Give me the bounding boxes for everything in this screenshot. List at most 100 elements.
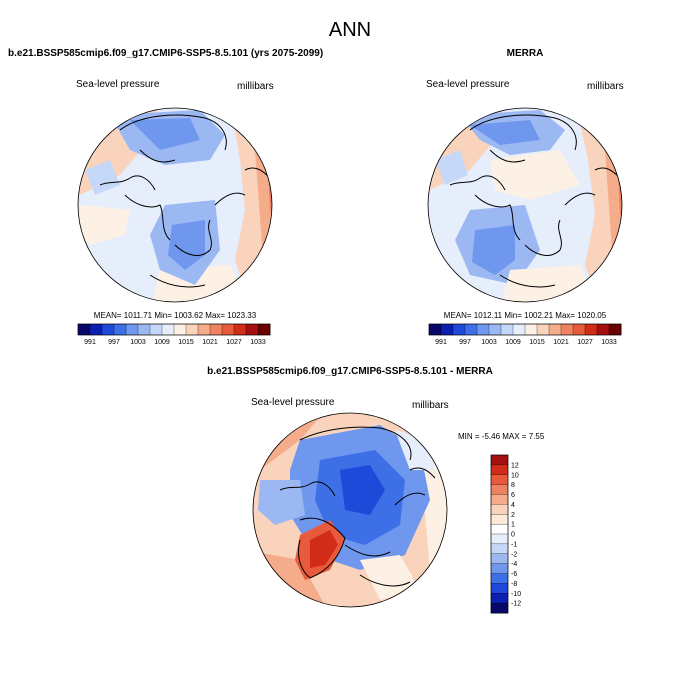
panel-diff-colorbar-swatch (490, 474, 509, 486)
panel-obs-colorbar-swatch (488, 323, 502, 336)
panel-model-stats: MEAN= 1011.71 Min= 1003.62 Max= 1023.33 (94, 311, 257, 320)
panel-diff-colorbar-swatch (490, 563, 509, 574)
panel-model-colorbar-tick-label: 1009 (154, 339, 170, 346)
panel-diff-variable-label: Sea-level pressure (251, 397, 335, 408)
panel-diff-units-label: millibars (412, 400, 449, 411)
panel-obs-colorbar-swatch (500, 323, 514, 336)
panel-diff-colorbar-tick-label: -12 (511, 601, 521, 608)
panel-diff-colorbar-tick-label: 8 (511, 482, 515, 489)
panel-obs-colorbar-swatch (536, 323, 550, 336)
panel-diff-colorbar-tick-label: -2 (511, 551, 517, 558)
panel-model-colorbar-tick-label: 1003 (130, 339, 146, 346)
panel-diff-title: b.e21.BSSP585cmip6.f09_g17.CMIP6-SSP5-8.… (207, 366, 493, 377)
panel-model-colorbar-swatch (125, 323, 139, 336)
panel-diff-colorbar-swatch (490, 543, 509, 555)
panel-obs-colorbar-ticks: 991 997 1003 1009 1015 1021 1027 1033 (435, 339, 617, 346)
panel-obs-colorbar: 991 997 1003 1009 1015 1021 1027 1033 (428, 323, 622, 346)
panel-obs-title: MERRA (507, 48, 544, 59)
panel-model-colorbar-swatches (77, 323, 271, 336)
panel-model-colorbar-tick-label: 1021 (202, 339, 218, 346)
panel-obs-colorbar-tick-label: 1003 (481, 339, 497, 346)
panel-diff-colorbar-tick-label: -8 (511, 581, 517, 588)
panel-obs-colorbar-swatch (608, 323, 622, 336)
panel-model-colorbar-swatch (137, 323, 151, 336)
panel-model-colorbar-swatch (77, 323, 91, 336)
panel-diff-colorbar-swatch (490, 484, 509, 495)
panel-obs-colorbar-swatch (524, 323, 538, 336)
panel-diff-colorbar-swatch (490, 533, 509, 545)
panel-obs-colorbar-swatch (464, 323, 478, 336)
panel-model-colorbar-swatch (257, 323, 271, 336)
panel-diff-colorbar-swatch (490, 494, 509, 505)
panel-model-colorbar-swatch (245, 323, 259, 336)
panel-diff-colorbar-swatch (490, 553, 509, 565)
panel-obs-colorbar-tick-label: 1021 (553, 339, 569, 346)
panel-model-title: b.e21.BSSP585cmip6.f09_g17.CMIP6-SSP5-8.… (8, 48, 323, 59)
panel-obs-colorbar-swatch (548, 323, 562, 336)
panel-obs-variable-label: Sea-level pressure (426, 79, 510, 90)
panel-diff-colorbar-swatch (490, 602, 509, 614)
panel-model-colorbar-swatch (173, 323, 187, 336)
panel-diff-colorbar-tick-label: 10 (511, 472, 519, 479)
panel-model-colorbar-swatch (149, 323, 163, 336)
panel-diff-colorbar-tick-label: 1 (511, 522, 515, 529)
panel-obs: MERRA Sea-level pressure millibars MEAN=… (426, 48, 624, 346)
panel-model-colorbar-swatch (209, 323, 223, 336)
panel-model-map (78, 108, 272, 302)
panel-diff-colorbar-swatch (490, 523, 509, 535)
panel-model-colorbar-swatch (221, 323, 235, 336)
panel-obs-colorbar-tick-label: 1027 (577, 339, 593, 346)
panel-obs-colorbar-swatch (584, 323, 598, 336)
panel-diff-colorbar-swatch (490, 514, 509, 525)
panel-model-colorbar-swatch (161, 323, 175, 336)
panel-obs-colorbar-tick-label: 991 (435, 339, 447, 346)
panel-model-colorbar-ticks: 991 997 1003 1009 1015 1021 1027 1033 (84, 339, 266, 346)
panel-obs-colorbar-tick-label: 1009 (505, 339, 521, 346)
panel-diff-colorbar-swatch (490, 593, 509, 604)
panel-diff-colorbar-swatches (490, 454, 509, 614)
panel-diff-colorbar-swatch (490, 454, 509, 466)
panel-obs-map (428, 108, 622, 302)
panel-model-colorbar-swatch (89, 323, 103, 336)
panel-model-colorbar-swatch (113, 323, 127, 336)
panel-diff-stats: MIN = -5.46 MAX = 7.55 (458, 432, 545, 441)
panel-diff-colorbar-tick-label: 4 (511, 502, 515, 509)
panel-obs-colorbar-swatches (428, 323, 622, 336)
panel-model-colorbar-tick-label: 991 (84, 339, 96, 346)
panel-model-colorbar-tick-label: 1015 (178, 339, 194, 346)
panel-obs-colorbar-swatch (572, 323, 586, 336)
panel-diff-colorbar-tick-label: 0 (511, 532, 515, 539)
panel-model-colorbar-tick-label: 1027 (226, 339, 242, 346)
panel-diff-colorbar-tick-label: 6 (511, 492, 515, 499)
panel-obs-colorbar-swatch (476, 323, 490, 336)
panel-diff-colorbar-swatch (490, 583, 509, 594)
panel-diff-map (253, 413, 447, 607)
panel-model-colorbar: 991 997 1003 1009 1015 1021 1027 1033 (77, 323, 271, 346)
panel-diff-colorbar-swatch (490, 464, 509, 476)
panel-diff-colorbar-tick-label: -4 (511, 561, 517, 568)
panel-model-colorbar-tick-label: 1033 (250, 339, 266, 346)
panel-obs-colorbar-swatch (596, 323, 610, 336)
panel-diff-colorbar-tick-label: -6 (511, 571, 517, 578)
panel-obs-stats: MEAN= 1012.11 Min= 1002.21 Max= 1020.05 (444, 311, 607, 320)
panel-diff: b.e21.BSSP585cmip6.f09_g17.CMIP6-SSP5-8.… (207, 366, 545, 614)
panel-diff-colorbar-swatch (490, 573, 509, 584)
panel-obs-colorbar-tick-label: 1033 (601, 339, 617, 346)
panel-model: b.e21.BSSP585cmip6.f09_g17.CMIP6-SSP5-8.… (8, 48, 323, 346)
panel-obs-colorbar-swatch (512, 323, 526, 336)
panel-obs-colorbar-swatch (440, 323, 454, 336)
panel-obs-colorbar-swatch (560, 323, 574, 336)
panel-model-colorbar-swatch (233, 323, 247, 336)
panel-model-colorbar-tick-label: 997 (108, 339, 120, 346)
panel-diff-colorbar-tick-label: -1 (511, 541, 517, 548)
panel-obs-units-label: millibars (587, 81, 624, 92)
panel-model-colorbar-swatch (101, 323, 115, 336)
panel-model-colorbar-swatch (185, 323, 199, 336)
panel-diff-colorbar-tick-label: 2 (511, 512, 515, 519)
panel-diff-colorbar-tick-label: -10 (511, 591, 521, 598)
panel-obs-colorbar-tick-label: 1015 (529, 339, 545, 346)
panel-model-colorbar-swatch (197, 323, 211, 336)
panel-model-units-label: millibars (237, 81, 274, 92)
